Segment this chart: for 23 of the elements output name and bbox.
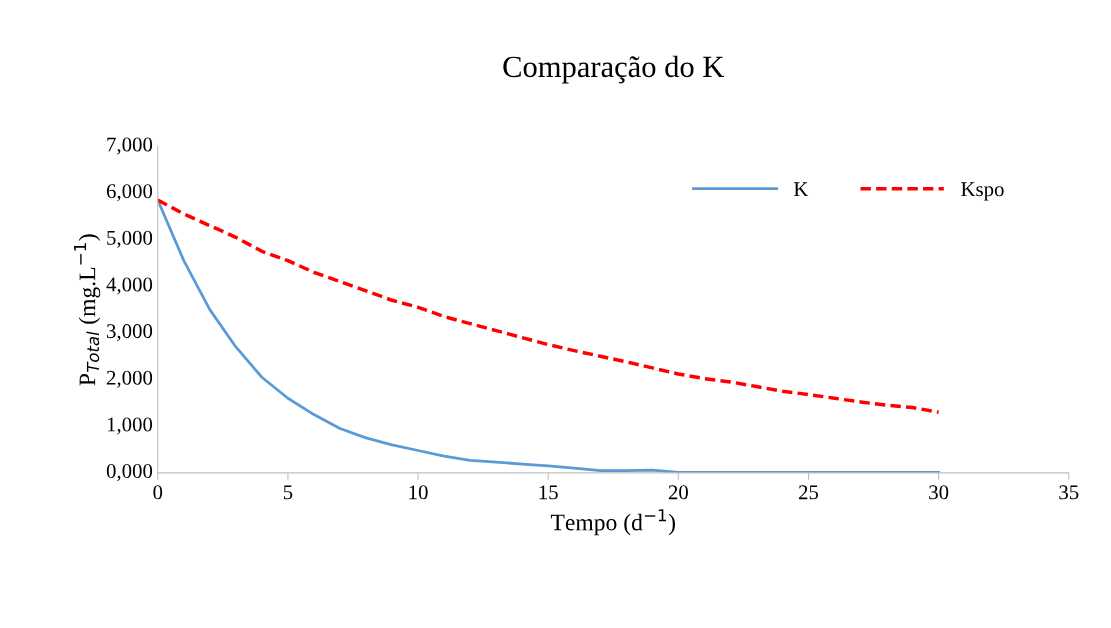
x-tick-label: 15	[539, 485, 558, 500]
x-tick-label: 20	[668, 485, 688, 500]
y-tick-label: 7,000	[107, 137, 153, 155]
x-tick-label: 25	[798, 485, 819, 500]
y-tick-label: 0,000	[106, 464, 153, 482]
x-tick-label: 0	[153, 485, 163, 500]
x-axis-title: Tempo (d$^{−1}$)	[550, 509, 675, 536]
y-axis-title: P$_{Total}$ (mg.L$^{−1}$)	[74, 234, 101, 386]
chart-title: Comparação do K	[503, 55, 725, 84]
x-tick-label: 5	[283, 485, 293, 500]
line-series	[157, 198, 941, 473]
x-tick-label: 30	[929, 485, 949, 500]
legend-label: K	[793, 182, 809, 196]
line-series	[157, 198, 941, 414]
legend-label: Kspo	[961, 182, 1004, 201]
y-tick-label: 4,000	[106, 277, 153, 295]
y-tick-label: 3,000	[107, 324, 153, 342]
x-tick-label: 10	[409, 485, 428, 500]
y-tick-label: 5,000	[107, 230, 153, 248]
y-tick-label: 1,000	[107, 417, 153, 435]
y-tick-label: 6,000	[106, 184, 153, 202]
y-tick-label: 2,000	[106, 370, 153, 388]
x-tick-label: 35	[1059, 485, 1079, 500]
